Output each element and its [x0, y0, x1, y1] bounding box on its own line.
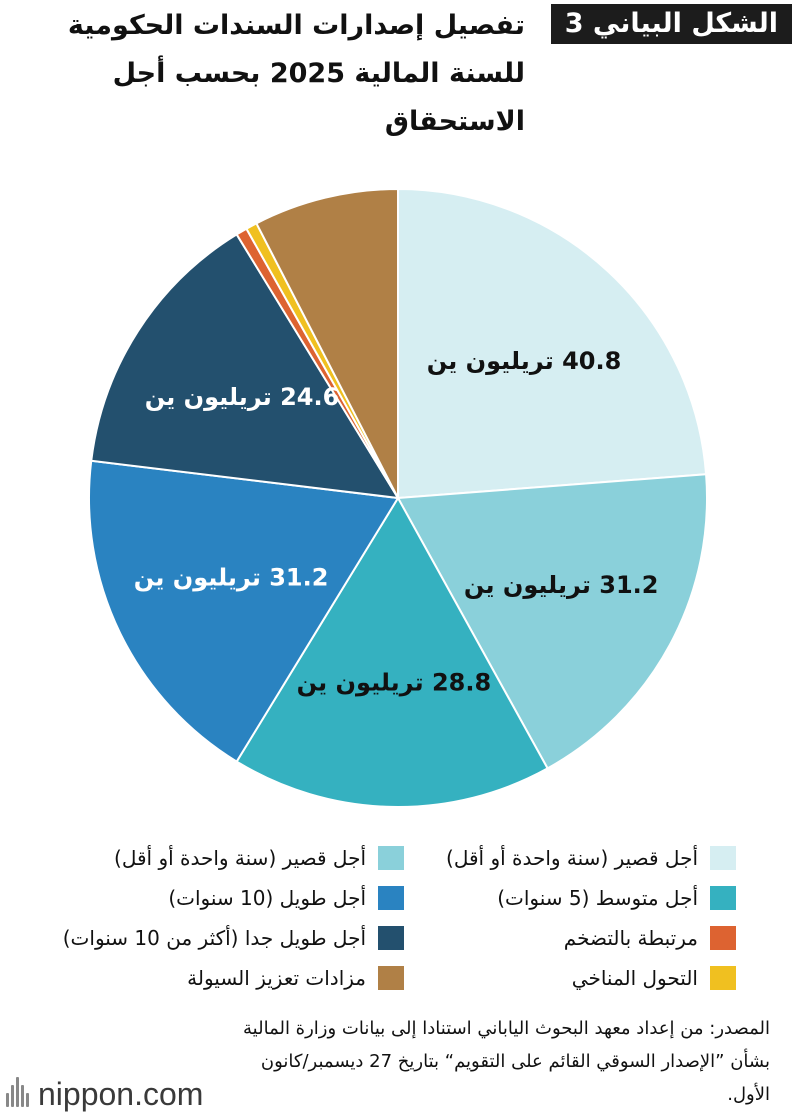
legend-label: أجل طويل (10 سنوات) — [168, 886, 366, 910]
legend-item: أجل متوسط (5 سنوات) — [416, 880, 736, 916]
legend: أجل قصير (سنة واحدة أو أقل) أجل قصير (سنة… — [24, 840, 736, 996]
source-note: المصدر: من إعداد معهد البحوث الياباني اس… — [243, 1018, 770, 1105]
legend-label: أجل قصير (سنة واحدة أو أقل) — [446, 846, 698, 870]
slice-data-label-1: 40.8 تريليون ين — [427, 347, 622, 375]
legend-swatch — [710, 966, 736, 990]
pie-slice-3 — [235, 496, 549, 809]
legend-item: التحول المناخي — [416, 960, 736, 996]
slice-data-label-4: 31.2 تريليون ين — [134, 564, 329, 592]
legend-grid: أجل قصير (سنة واحدة أو أقل) أجل قصير (سنة… — [24, 840, 736, 996]
legend-label: مرتبطة بالتضخم — [563, 926, 698, 950]
legend-swatch — [710, 846, 736, 870]
legend-item: مزادات تعزيز السيولة — [24, 960, 404, 996]
logo-mark-icon — [6, 1077, 32, 1109]
logo-text: nippon.com — [38, 1075, 204, 1112]
chart-title: تفصيل إصدارات السندات الحكومية للسنة الم… — [67, 10, 525, 137]
legend-swatch — [378, 886, 404, 910]
legend-label: التحول المناخي — [571, 966, 698, 990]
pie-chart: 40.8 تريليون ين 31.2 تريليون ين 28.8 تريلي… — [88, 187, 708, 809]
legend-swatch — [378, 846, 404, 870]
legend-label: أجل طويل جدا (أكثر من 10 سنوات) — [62, 926, 366, 950]
legend-label: أجل متوسط (5 سنوات) — [497, 886, 698, 910]
legend-label: مزادات تعزيز السيولة — [187, 966, 366, 990]
pie-slice-1 — [397, 187, 708, 500]
legend-label: أجل قصير (سنة واحدة أو أقل) — [114, 846, 366, 870]
legend-swatch — [378, 966, 404, 990]
pie-slice-8 — [255, 187, 399, 499]
legend-item: أجل قصير (سنة واحدة أو أقل) — [24, 840, 404, 876]
pie-slice-2 — [396, 473, 708, 770]
legend-item: مرتبطة بالتضخم — [416, 920, 736, 956]
pie-slice-5 — [90, 233, 400, 500]
legend-item: أجل قصير (سنة واحدة أو أقل) — [416, 840, 736, 876]
chart-header: الشكل البياني 3 تفصيل إصدارات السندات ال… — [0, 0, 800, 140]
slice-data-label-2: 31.2 تريليون ين — [464, 571, 659, 599]
figure-label: الشكل البياني 3 — [550, 4, 792, 44]
slice-data-label-5: 24.6 تريليون ين — [145, 383, 340, 411]
pie-slice-4 — [88, 459, 400, 763]
nippon-logo: nippon.com — [6, 1072, 203, 1116]
slice-data-label-3: 28.8 تريليون ين — [297, 668, 492, 696]
legend-item: أجل طويل (10 سنوات) — [24, 880, 404, 916]
legend-swatch — [710, 926, 736, 950]
legend-swatch — [710, 886, 736, 910]
legend-swatch — [378, 926, 404, 950]
legend-item: أجل طويل جدا (أكثر من 10 سنوات) — [24, 920, 404, 956]
